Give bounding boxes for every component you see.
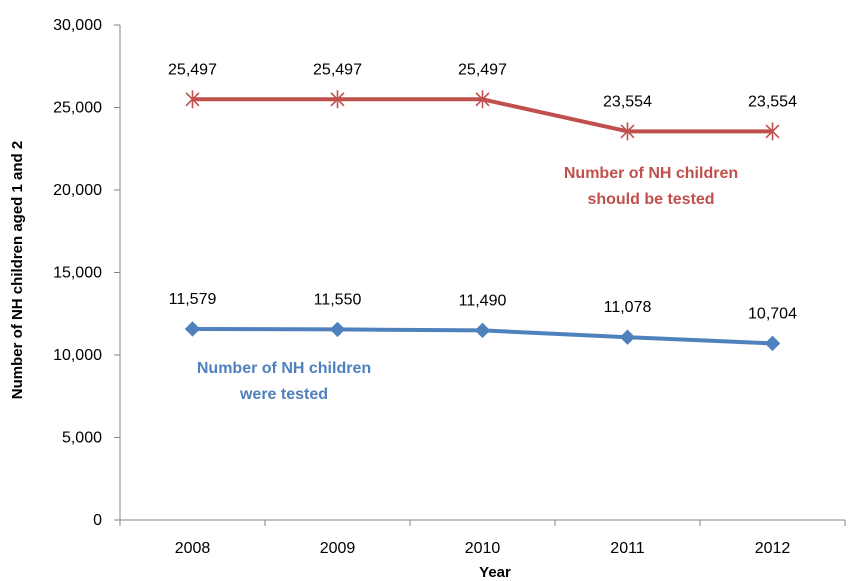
- data-point-should_be_tested: [475, 90, 490, 109]
- y-axis-title: Number of NH children aged 1 and 2: [9, 141, 26, 399]
- y-ticks: 0 5,000 10,000 15,000 20,000 25,000 30,000: [53, 17, 120, 529]
- data-point-should_be_tested: [765, 122, 780, 141]
- data-label-should_be_tested: 25,497: [313, 61, 362, 78]
- data-label-were_tested: 11,078: [604, 299, 652, 316]
- data-label-were_tested: 11,490: [459, 292, 507, 309]
- data-point-were_tested: [474, 322, 491, 339]
- x-tick-label: 2008: [175, 540, 211, 557]
- data-point-were_tested: [764, 335, 781, 352]
- y-tick-label: 20,000: [53, 182, 102, 199]
- series-annotation-should_be_tested: should be tested: [587, 191, 714, 208]
- y-tick-label: 25,000: [53, 100, 102, 117]
- data-point-were_tested: [184, 321, 201, 337]
- data-point-should_be_tested: [620, 122, 635, 141]
- x-axis-title: Year: [479, 564, 511, 581]
- y-tick-label: 0: [93, 512, 102, 529]
- data-label-should_be_tested: 23,554: [748, 93, 797, 110]
- series-annotation-were_tested: were tested: [239, 386, 328, 403]
- data-point-should_be_tested: [185, 90, 200, 109]
- data-labels: 25,497 25,497 25,497 23,554 23,554 11,579 11,5…: [168, 61, 797, 322]
- x-ticks: 2008 2009 2010 2011 2012: [119, 520, 846, 557]
- y-tick-label: 5,000: [62, 430, 102, 447]
- data-point-were_tested: [619, 329, 636, 345]
- x-tick-label: 2010: [465, 540, 501, 557]
- x-tick-label: 2009: [320, 540, 356, 557]
- x-tick-label: 2012: [755, 540, 791, 557]
- series-annotation-were_tested: Number of NH children: [197, 360, 371, 377]
- data-point-were_tested: [329, 321, 346, 338]
- data-point-should_be_tested: [330, 90, 345, 109]
- data-label-were_tested: 11,550: [314, 291, 362, 308]
- series-layer: [184, 90, 781, 352]
- x-tick-label: 2011: [610, 540, 645, 557]
- annotations: Number of NH children should be tested Num…: [197, 165, 738, 403]
- data-label-should_be_tested: 25,497: [458, 61, 507, 78]
- data-label-should_be_tested: 25,497: [168, 61, 217, 78]
- data-label-should_be_tested: 23,554: [603, 93, 652, 110]
- data-label-were_tested: 10,704: [748, 305, 797, 322]
- y-tick-label: 10,000: [53, 347, 102, 364]
- y-tick-label: 15,000: [53, 265, 102, 282]
- y-tick-label: 30,000: [53, 17, 102, 34]
- series-annotation-should_be_tested: Number of NH children: [564, 165, 738, 182]
- data-label-were_tested: 11,579: [169, 291, 217, 308]
